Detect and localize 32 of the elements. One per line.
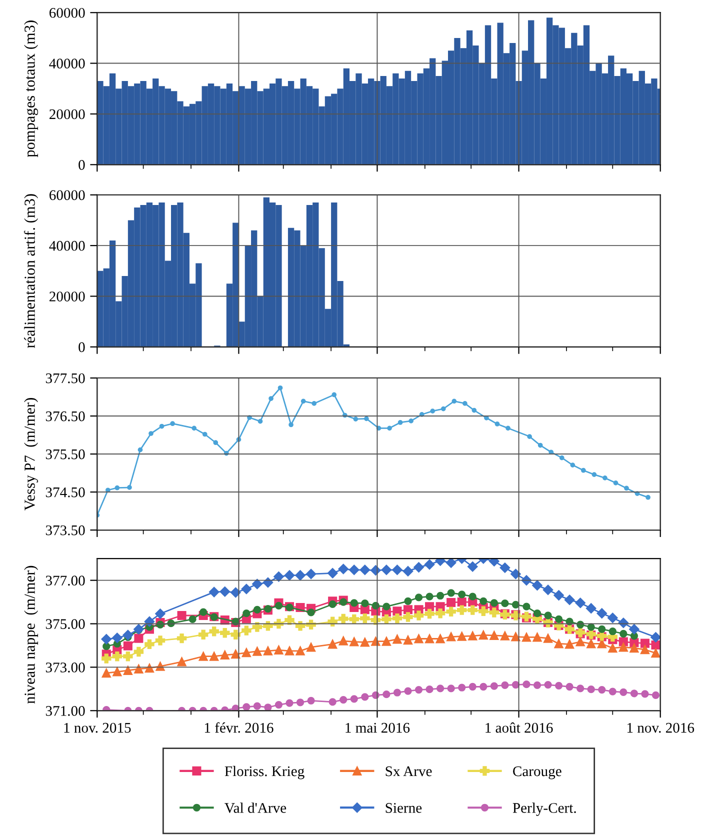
legend-label: Perly-Cert.: [512, 802, 576, 816]
y-tick-label: 60000: [50, 190, 85, 200]
y-tick-label: 20000: [50, 109, 85, 120]
y-axis-title: pompages totaux (m3): [24, 20, 38, 158]
y-tick-label: 40000: [49, 58, 85, 68]
y-tick-label: 60000: [50, 8, 85, 18]
y-tick-label: 377.00: [46, 576, 85, 586]
x-tick-label: 1 févr. 2016: [204, 722, 274, 733]
y-axis-title: niveau nappe (m/mer): [24, 566, 38, 704]
x-tick-label: 1 août 2016: [486, 722, 553, 733]
y-tick-label: 375.00: [46, 619, 85, 630]
y-tick-label: 373.50: [46, 525, 85, 536]
y-tick-label: 373.00: [46, 662, 85, 672]
y-tick-label: 374.50: [46, 487, 85, 498]
y-tick-label: 371.00: [46, 706, 85, 716]
y-tick-label: 40000: [49, 240, 85, 251]
x-tick-label: 1 mai 2016: [346, 722, 410, 733]
y-tick-label: 375.50: [46, 449, 85, 460]
legend-label: Sx Arve: [386, 766, 432, 776]
x-tick-label: 1 nov. 2015: [64, 722, 131, 733]
legend-label: Floriss. Krieg: [224, 766, 304, 780]
y-tick-label: 0: [78, 160, 85, 170]
x-tick-label: 1 nov. 2016: [627, 722, 694, 733]
legend-label: Sierne: [386, 803, 422, 813]
y-tick-label: 377.50: [46, 373, 85, 384]
y-tick-label: 20000: [50, 292, 85, 302]
y-axis-title: Vessy P7 (m/mer): [24, 398, 38, 510]
y-tick-label: 0: [78, 342, 85, 352]
legend-label: Carouge: [513, 766, 562, 780]
legend-label: Val d'Arve: [224, 802, 286, 813]
y-axis-title: réalimentation artif. (m3): [24, 194, 38, 348]
y-tick-label: 376.50: [46, 411, 85, 422]
